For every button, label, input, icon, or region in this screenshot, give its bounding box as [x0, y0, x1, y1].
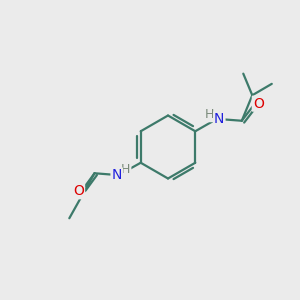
Text: O: O	[73, 184, 84, 198]
Text: H: H	[205, 108, 214, 121]
Text: N: N	[214, 112, 224, 126]
Text: H: H	[121, 163, 130, 176]
Text: N: N	[112, 168, 122, 182]
Text: O: O	[253, 97, 264, 111]
